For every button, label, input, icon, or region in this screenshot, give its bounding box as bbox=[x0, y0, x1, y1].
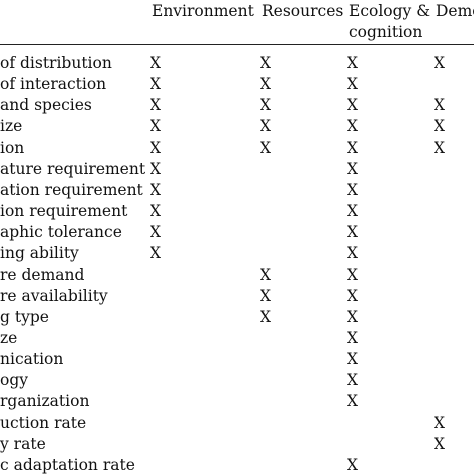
row-label: of interaction bbox=[0, 75, 107, 94]
cell-mark-res: X bbox=[260, 117, 272, 136]
header-ecology-line2: cognition bbox=[349, 23, 423, 41]
table-row: uction rate X bbox=[0, 413, 474, 434]
cell-mark-res: X bbox=[260, 75, 272, 94]
row-label: aphic tolerance bbox=[0, 223, 122, 242]
cell-mark-eco: X bbox=[347, 223, 359, 242]
cell-mark-eco: X bbox=[347, 202, 359, 221]
cell-mark-eco: X bbox=[347, 265, 359, 284]
cell-mark-eco: X bbox=[347, 392, 359, 411]
cell-mark-env: X bbox=[150, 159, 162, 178]
cell-mark-env: X bbox=[150, 117, 162, 136]
table-row: nication X bbox=[0, 349, 474, 370]
cell-mark-eco: X bbox=[347, 75, 359, 94]
cell-mark-res: X bbox=[260, 307, 272, 326]
cell-mark-dem: X bbox=[434, 117, 446, 136]
header-rule bbox=[0, 44, 474, 45]
table-row: ing ability X X bbox=[0, 243, 474, 264]
cell-mark-eco: X bbox=[347, 286, 359, 305]
cell-mark-env: X bbox=[150, 244, 162, 263]
table-row: ogy X bbox=[0, 370, 474, 391]
table-row: re demand X X bbox=[0, 265, 474, 286]
cell-mark-eco: X bbox=[347, 371, 359, 390]
cell-mark-res: X bbox=[260, 265, 272, 284]
row-label: ize bbox=[0, 117, 23, 136]
row-label: nication bbox=[0, 350, 64, 369]
row-label: ing ability bbox=[0, 244, 79, 263]
cell-mark-env: X bbox=[150, 54, 162, 72]
row-label: and species bbox=[0, 96, 92, 115]
cell-mark-res: X bbox=[260, 138, 272, 157]
row-label: ion bbox=[0, 138, 25, 157]
cell-mark-eco: X bbox=[347, 138, 359, 157]
table-row: ation requirement X X bbox=[0, 180, 474, 201]
cell-mark-res: X bbox=[260, 286, 272, 305]
row-label: c adaptation rate bbox=[0, 455, 135, 474]
row-label: re availability bbox=[0, 286, 108, 305]
cell-mark-eco: X bbox=[347, 455, 359, 474]
cell-mark-env: X bbox=[150, 138, 162, 157]
row-label: re demand bbox=[0, 265, 85, 284]
table-row: ion requirement X X bbox=[0, 201, 474, 222]
table-row: y rate X bbox=[0, 434, 474, 455]
table-row: ze X bbox=[0, 328, 474, 349]
header-ecology-line1: Ecology & bbox=[349, 2, 431, 20]
cell-mark-env: X bbox=[150, 75, 162, 94]
row-label: ature requirement bbox=[0, 159, 146, 178]
row-label: ation requirement bbox=[0, 180, 143, 199]
cell-mark-eco: X bbox=[347, 96, 359, 115]
cell-mark-eco: X bbox=[347, 180, 359, 199]
cell-mark-eco: X bbox=[347, 54, 359, 72]
row-label: uction rate bbox=[0, 413, 87, 432]
table-row: and species X X X X bbox=[0, 95, 474, 116]
row-label: g type bbox=[0, 307, 49, 326]
cell-mark-res: X bbox=[260, 54, 272, 72]
cell-mark-eco: X bbox=[347, 244, 359, 263]
table-row: aphic tolerance X X bbox=[0, 222, 474, 243]
header-environment: Environment bbox=[152, 2, 254, 20]
cell-mark-dem: X bbox=[434, 138, 446, 157]
cell-mark-env: X bbox=[150, 96, 162, 115]
row-label: rganization bbox=[0, 392, 90, 411]
cell-mark-dem: X bbox=[434, 54, 446, 72]
cell-mark-eco: X bbox=[347, 328, 359, 347]
row-label: y rate bbox=[0, 434, 46, 453]
cell-mark-env: X bbox=[150, 180, 162, 199]
table-row: c adaptation rate X bbox=[0, 455, 474, 476]
cell-mark-eco: X bbox=[347, 117, 359, 136]
table-row: re availability X X bbox=[0, 286, 474, 307]
cell-mark-dem: X bbox=[434, 413, 446, 432]
cell-mark-dem: X bbox=[434, 96, 446, 115]
header-ecology-cognition: Ecology & cognition bbox=[349, 1, 430, 43]
table-row: ature requirement X X bbox=[0, 159, 474, 180]
row-label: ogy bbox=[0, 371, 29, 390]
cell-mark-eco: X bbox=[347, 159, 359, 178]
table-row: g type X X bbox=[0, 307, 474, 328]
cell-mark-env: X bbox=[150, 223, 162, 242]
table-row: of distribution X X X X bbox=[0, 53, 474, 74]
table-row: of interaction X X X bbox=[0, 74, 474, 95]
table-row: rganization X bbox=[0, 391, 474, 412]
cell-mark-res: X bbox=[260, 96, 272, 115]
row-label: ze bbox=[0, 328, 18, 347]
row-label: of distribution bbox=[0, 54, 112, 72]
header-resources: Resources bbox=[262, 2, 344, 20]
row-label: ion requirement bbox=[0, 202, 128, 221]
table-row: ize X X X X bbox=[0, 116, 474, 137]
cell-mark-env: X bbox=[150, 202, 162, 221]
cell-mark-eco: X bbox=[347, 350, 359, 369]
cell-mark-dem: X bbox=[434, 434, 446, 453]
table-row: ion X X X X bbox=[0, 138, 474, 159]
cell-mark-eco: X bbox=[347, 307, 359, 326]
